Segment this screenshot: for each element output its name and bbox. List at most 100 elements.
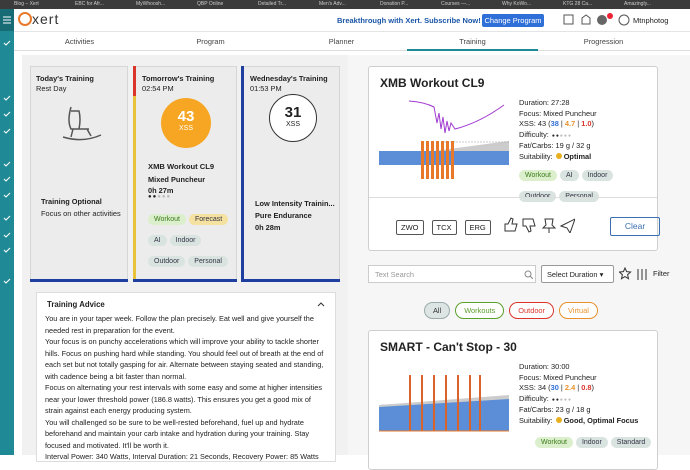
filter-button[interactable]: Workouts	[455, 302, 505, 319]
browser-tab[interactable]: Blog – Xert	[14, 1, 39, 7]
duration: Duration: 30:00	[519, 362, 570, 371]
browser-tab[interactable]: Donation P...	[380, 1, 409, 7]
action-icons[interactable]	[503, 217, 575, 233]
suitability: Suitability: Optimal	[519, 152, 597, 163]
card-time: 02:54 PM	[142, 84, 174, 93]
tag[interactable]: Personal	[559, 191, 599, 202]
workout-chart	[379, 375, 509, 432]
filter-icons[interactable]	[619, 267, 649, 281]
filter-button[interactable]: All	[424, 302, 451, 319]
tag[interactable]: AI	[559, 170, 579, 181]
xss-part: 30	[550, 383, 559, 392]
difficulty: Difficulty: ●●●●●	[519, 130, 597, 142]
export-button[interactable]: ERG	[464, 220, 491, 235]
browser-tab[interactable]: Detailed Tr...	[258, 1, 287, 7]
advice-title: Training Advice	[47, 300, 105, 309]
workout-name[interactable]: Low Intensity Trainin...	[255, 199, 335, 208]
tag-list: Workout AI Indoor Outdoor Personal	[519, 164, 655, 206]
xss-part: 4.7	[564, 119, 576, 128]
filter-label[interactable]: Filter	[653, 269, 670, 278]
tag[interactable]: Outdoor	[148, 256, 186, 267]
tag-list: Workout Indoor Standard	[535, 431, 655, 452]
export-button[interactable]: ZWO	[396, 220, 424, 235]
tag[interactable]: Workout	[148, 214, 186, 225]
tag[interactable]: AI	[148, 235, 167, 246]
tag[interactable]: Workout	[535, 437, 573, 448]
header: xert Breakthrough with Xert. Subscribe N…	[14, 9, 690, 32]
promo-link[interactable]: Breakthrough with Xert. Subscribe Now!	[337, 16, 481, 25]
advice-text: You are in your taper week. Follow the p…	[45, 313, 329, 463]
xss-unit: XSS	[285, 121, 300, 128]
tag[interactable]: Indoor	[575, 437, 608, 448]
xss-part: |	[558, 119, 565, 128]
wednesday-card[interactable]: Wednesday's Training 01:53 PM 31 XSS Low…	[241, 66, 340, 282]
advice-paragraph: Interval Power: 340 Watts, Interval Dura…	[45, 452, 319, 461]
suitability-label: Suitability:	[519, 415, 553, 425]
advice-paragraph: You will challenged so be sure to be wel…	[45, 417, 310, 450]
nav-tab[interactable]: Activities	[64, 37, 95, 46]
xss-unit: XSS	[178, 125, 193, 132]
browser-tab[interactable]: Why KoWo...	[502, 1, 532, 7]
workout-title: XMB Workout CL9	[380, 76, 485, 90]
filter-button[interactable]: Outdoor	[509, 302, 555, 319]
search-input[interactable]: Text Search	[368, 265, 536, 283]
today-card[interactable]: Today's Training Rest Day Training Optio…	[30, 66, 128, 282]
difficulty-dots: ●●●●●	[551, 132, 572, 139]
tag[interactable]: Outdoor	[519, 191, 557, 202]
advice-paragraph: You are in your taper week. Follow the p…	[45, 314, 314, 335]
xss: XSS: 34 (30 | 2.4 | 0.8)	[519, 383, 638, 394]
duration: Duration: 27:28	[519, 98, 570, 107]
focus: Focus: Mixed Puncheur	[519, 372, 597, 382]
header-icons[interactable]	[562, 13, 632, 27]
nav-tab[interactable]: Planner	[328, 37, 355, 46]
browser-tab[interactable]: Courses —...	[441, 1, 471, 7]
export-button[interactable]: TCX	[431, 220, 457, 235]
card-strip	[133, 96, 136, 282]
collapse-icon[interactable]	[317, 301, 325, 307]
change-program-button[interactable]: Change Program	[482, 14, 544, 27]
browser-tab[interactable]: Amazingly...	[624, 1, 651, 7]
workout-card[interactable]: SMART - Can't Stop - 30 Duration: 30:00 F…	[368, 330, 658, 470]
nav-tab[interactable]: Progression	[583, 37, 624, 46]
browser-tab[interactable]: Men's Adv...	[319, 1, 346, 7]
tag[interactable]: Standard	[610, 437, 652, 448]
user-name[interactable]: Mtnphotog	[633, 16, 669, 25]
card-strip	[241, 66, 244, 282]
tag[interactable]: Forecast	[188, 214, 229, 225]
xss-part: XSS: 43 (	[519, 119, 551, 128]
workout-details: Duration: 27:28 Focus: Mixed Puncheur XSS:…	[519, 98, 597, 162]
xss-part: |	[575, 383, 582, 392]
xss-part: )	[591, 119, 594, 128]
tag-list: Workout Forecast AI Indoor Outdoor Personal	[148, 208, 232, 271]
suitability-label: Suitability:	[519, 151, 553, 161]
divider	[369, 197, 657, 198]
workout-card[interactable]: XMB Workout CL9 Duration: 27:28 Focus: Mi…	[368, 66, 660, 251]
browser-tab[interactable]: KTG 28 Ca...	[563, 1, 593, 7]
duration-select[interactable]: Select Duration ▾	[541, 265, 614, 283]
tomorrow-card[interactable]: Tomorrow's Training 02:54 PM 43 XSS XMB …	[133, 66, 237, 282]
tag[interactable]: Indoor	[581, 170, 614, 181]
browser-tab[interactable]: QBP Online	[197, 1, 224, 7]
filter-button[interactable]: Virtual	[559, 302, 598, 319]
tag[interactable]: Workout	[519, 170, 557, 181]
difficulty-dots: ●●●●●	[551, 396, 572, 403]
sidebar	[0, 9, 14, 455]
card-time: 01:53 PM	[250, 84, 282, 93]
nav-tab[interactable]: Program	[196, 37, 225, 46]
nav-tab[interactable]: Training	[407, 37, 538, 51]
xss-part: |	[558, 383, 565, 392]
fat-carbs: Fat/Carbs: 23 g / 18 g	[519, 405, 591, 414]
workout-title: SMART - Can't Stop - 30	[380, 340, 517, 354]
workout-duration: 0h 27m	[148, 186, 174, 195]
browser-tab[interactable]: MyWhoosh...	[136, 1, 166, 7]
workout-name[interactable]: XMB Workout CL9	[148, 162, 215, 171]
xss-circle: 43 XSS	[161, 98, 211, 148]
xss-part: )	[591, 383, 594, 392]
tag[interactable]: Indoor	[169, 235, 202, 246]
suitability-value: Optimal	[563, 151, 592, 161]
tag[interactable]: Personal	[188, 256, 228, 267]
browser-tab[interactable]: EBC for Afr...	[75, 1, 104, 7]
clear-button[interactable]: Clear	[610, 217, 660, 236]
suitability: Suitability: Good, Optimal Focus	[519, 416, 638, 427]
